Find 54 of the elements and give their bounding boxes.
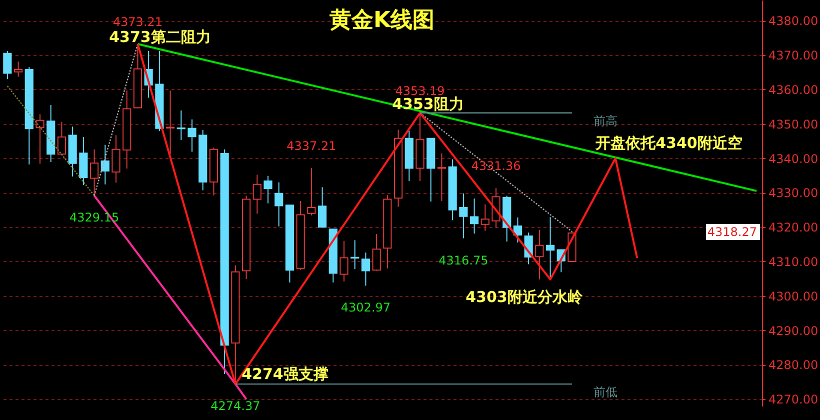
candlestick <box>513 216 522 244</box>
annotation: 4303附近分水岭 <box>466 288 584 306</box>
y-tick-label: 4380.00 <box>768 14 818 28</box>
annotation: 4337.21 <box>286 138 336 153</box>
candlestick <box>470 198 479 234</box>
candlestick <box>14 61 23 78</box>
candlestick <box>361 252 370 286</box>
candlestick <box>307 167 316 216</box>
ref-line-label: 前高 <box>594 114 618 128</box>
candlestick <box>252 174 262 214</box>
candlestick <box>112 134 120 184</box>
candlestick <box>3 50 12 80</box>
y-tick-label: 4280.00 <box>768 358 818 372</box>
y-tick-label: 4270.00 <box>768 392 818 407</box>
candlestick <box>264 175 272 204</box>
candlestick <box>340 240 348 282</box>
y-tick-label: 4290.00 <box>768 324 818 338</box>
candlestick <box>57 121 66 156</box>
annotation: 4331.36 <box>471 159 521 173</box>
candlestick <box>274 182 284 227</box>
candlestick <box>459 192 468 239</box>
candlestick <box>188 118 196 152</box>
candlestick <box>90 148 99 196</box>
candlestick <box>176 110 186 141</box>
y-tick-label: 4300.00 <box>768 289 818 304</box>
candlestick <box>437 152 446 202</box>
candlestick <box>166 90 175 155</box>
annotation: 4274.37 <box>210 399 260 414</box>
ref-line-label: 前低 <box>594 385 618 400</box>
y-tick-label: 4360.00 <box>768 82 818 97</box>
annotation: 4274强支撑 <box>242 365 328 383</box>
candlestick <box>100 144 110 185</box>
y-tick-label: 4340.00 <box>768 152 818 166</box>
annotation: 4318.27 <box>707 225 757 239</box>
chart-title: 黄金K线图 <box>328 8 435 33</box>
candlestick <box>318 186 327 228</box>
y-tick-label: 4330.00 <box>768 186 818 200</box>
annotation: 开盘依托4340附近空 <box>594 134 742 152</box>
candlestick <box>546 216 555 278</box>
annotation: 4353.19 <box>395 84 445 98</box>
annotation: 4373第二阻力 <box>109 28 211 46</box>
candlestick <box>480 204 490 232</box>
annotation: 4373.21 <box>112 15 163 30</box>
y-tick-label: 4310.00 <box>768 254 818 269</box>
y-tick-label: 4370.00 <box>768 48 818 63</box>
annotation: 4353阻力 <box>392 95 464 113</box>
candlestick <box>372 233 381 272</box>
candlestick <box>350 240 360 270</box>
annotation: 4316.75 <box>438 253 488 268</box>
annotation: 4302.97 <box>340 300 391 315</box>
candlestick <box>535 229 544 280</box>
y-tick-label: 4320.00 <box>768 220 818 235</box>
candlestick <box>36 114 44 164</box>
y-tick-label: 4350.00 <box>768 117 818 132</box>
